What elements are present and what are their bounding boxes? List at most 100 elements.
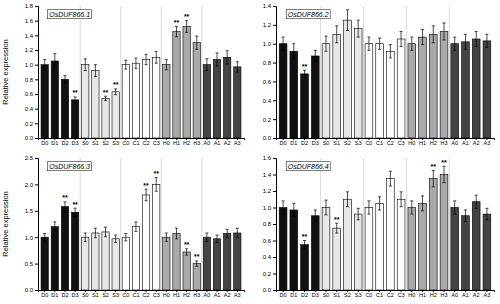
error-bar [410, 37, 413, 50]
error-bar [389, 171, 392, 186]
bar [365, 208, 373, 291]
significance-label: ** [194, 253, 200, 260]
error-bar [346, 10, 349, 31]
x-tick: A0 [204, 290, 211, 298]
x-tick: C0 [365, 138, 372, 146]
bar [322, 44, 330, 138]
y-tick-mark [273, 191, 276, 192]
y-tick-mark [273, 6, 276, 7]
y-tick: 1.8 [25, 3, 38, 9]
x-tick-label: S0 [323, 292, 330, 298]
error-bar [357, 208, 360, 220]
x-tick-label: C3 [398, 292, 405, 298]
bar [203, 237, 210, 290]
significance-label: ** [302, 63, 308, 70]
significance-label: ** [62, 194, 68, 201]
group-separators [80, 158, 202, 290]
bar [183, 27, 190, 138]
x-tick: C3 [398, 290, 405, 298]
group-separator [363, 6, 364, 138]
plot-area [41, 178, 241, 290]
title-box [48, 10, 92, 19]
y-tick-mark [35, 65, 38, 66]
error-bar [226, 229, 229, 237]
x-tick: C2 [387, 138, 394, 146]
error-bar [124, 60, 127, 69]
y-tick-label: 1.0 [263, 41, 272, 47]
bar [483, 214, 491, 290]
error-bar [124, 234, 127, 241]
y-tick: 0.2 [25, 121, 38, 127]
x-tick: S0 [323, 290, 330, 298]
panel: 0.00.20.40.60.81.01.21.41.61.8D0D1D2D3S0… [1, 3, 245, 146]
y-axis: 0.00.20.40.60.81.01.21.41.61.8 [25, 3, 39, 141]
x-tick: H0 [408, 290, 415, 298]
x-tick: D2 [301, 290, 308, 298]
bar [376, 44, 384, 138]
x-tick: S1 [333, 290, 340, 298]
bar [153, 184, 160, 290]
bar [440, 31, 448, 138]
y-tick: 1.0 [263, 205, 276, 211]
error-bar [346, 192, 349, 207]
error-bar [205, 59, 208, 71]
error-bar [53, 222, 56, 232]
x-tick-label: S1 [92, 140, 99, 146]
significance-label: ** [143, 182, 149, 189]
x-tick: S0 [82, 138, 89, 146]
x-tick-label: S3 [355, 140, 362, 146]
y-tick: 1.6 [263, 155, 276, 161]
y-tick-mark [273, 175, 276, 176]
error-bar [378, 38, 381, 49]
x-tick-label: C3 [398, 140, 405, 146]
y-tick-mark [35, 264, 38, 265]
error-bar [485, 208, 488, 220]
y-tick: 1.4 [263, 172, 276, 178]
error-bar [134, 58, 137, 68]
x-tick: H2 [183, 290, 190, 298]
y-tick: 0.6 [25, 91, 38, 97]
x-tick-label: D0 [280, 140, 287, 146]
x-tick-label: S2 [344, 140, 351, 146]
x-tick: S2 [344, 290, 351, 298]
y-tick-mark [35, 79, 38, 80]
y-tick-label: 0.0 [263, 287, 272, 293]
y-tick: 1.0 [263, 41, 276, 47]
y-tick: 0.2 [263, 271, 276, 277]
x-tick: C0 [122, 290, 129, 298]
error-bar [389, 45, 392, 58]
bar [122, 237, 129, 290]
x-tick-label: C3 [153, 292, 160, 298]
x-tick-label: H2 [430, 140, 437, 146]
error-bar [410, 201, 413, 214]
x-tick: H2 [430, 138, 437, 146]
y-tick: 0.8 [25, 77, 38, 83]
x-tick: D1 [290, 138, 297, 146]
bar [397, 199, 405, 290]
bar [419, 37, 427, 138]
x-tick: S1 [92, 138, 99, 146]
x-tick: A1 [462, 138, 469, 146]
y-tick-label: 2.0 [25, 182, 34, 188]
panel-title: OsDUF866.2 [288, 11, 329, 18]
group-separator [449, 158, 450, 290]
error-bar [282, 201, 285, 214]
y-tick-mark [273, 274, 276, 275]
bar [301, 74, 309, 138]
y-tick-label: 0.4 [263, 254, 272, 260]
error-bar [104, 227, 107, 237]
x-tick: D0 [280, 138, 287, 146]
x-tick: H2 [183, 138, 190, 146]
x-tick-label: A3 [234, 292, 241, 298]
x-tick: A1 [214, 138, 221, 146]
y-tick-mark [273, 224, 276, 225]
error-bar [236, 62, 239, 72]
error-bar [63, 202, 66, 212]
y-tick-label: 1.5 [25, 208, 34, 214]
x-tick-label: H1 [173, 140, 180, 146]
y-tick: 0.2 [263, 117, 276, 123]
x-tick-label: C2 [387, 292, 394, 298]
y-tick-mark [35, 290, 38, 291]
bar [224, 57, 231, 138]
x-tick: D3 [72, 290, 79, 298]
